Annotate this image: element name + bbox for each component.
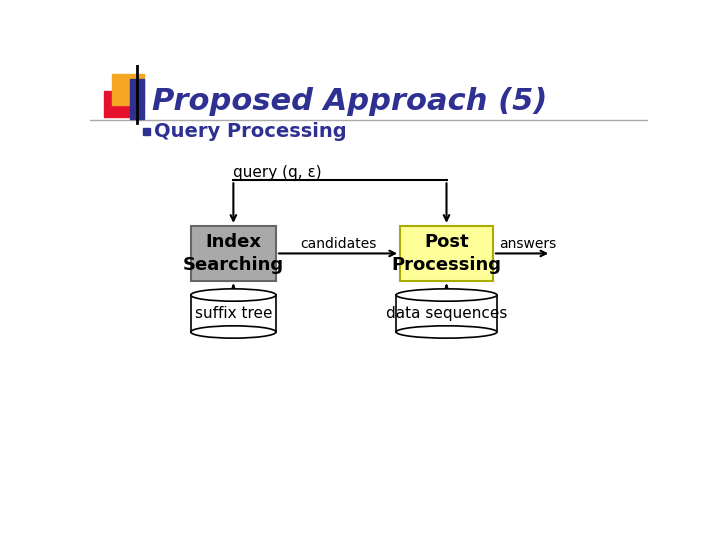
Text: answers: answers — [499, 237, 557, 251]
Text: Post
Processing: Post Processing — [392, 233, 502, 274]
Text: Index
Searching: Index Searching — [183, 233, 284, 274]
Text: candidates: candidates — [300, 237, 376, 251]
Bar — [143, 128, 150, 135]
Ellipse shape — [396, 289, 497, 301]
Bar — [130, 79, 144, 119]
Bar — [104, 91, 130, 117]
Text: data sequences: data sequences — [386, 306, 507, 321]
Text: Proposed Approach (5): Proposed Approach (5) — [152, 87, 547, 116]
FancyBboxPatch shape — [400, 226, 493, 281]
Ellipse shape — [191, 326, 276, 338]
Bar — [112, 74, 144, 105]
Ellipse shape — [396, 326, 497, 338]
Text: Query Processing: Query Processing — [154, 122, 347, 141]
Ellipse shape — [191, 289, 276, 301]
Text: suffix tree: suffix tree — [194, 306, 272, 321]
FancyBboxPatch shape — [191, 226, 276, 281]
Text: query (q, ε): query (q, ε) — [233, 165, 322, 180]
